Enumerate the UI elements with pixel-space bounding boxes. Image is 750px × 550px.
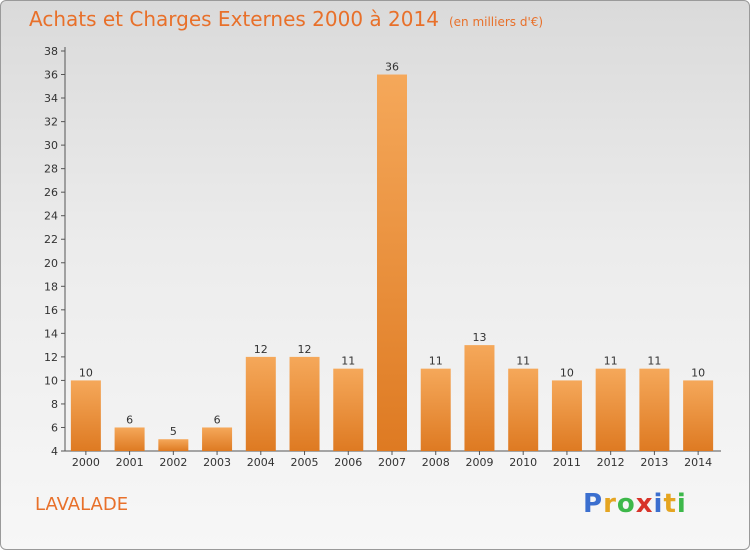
y-tick-label: 12 [44, 351, 58, 364]
y-tick-label: 8 [51, 398, 58, 411]
y-tick-label: 4 [51, 445, 58, 458]
x-tick-label: 2010 [509, 456, 537, 469]
x-tick-label: 2005 [291, 456, 319, 469]
y-tick-label: 38 [44, 45, 58, 58]
bar [464, 345, 495, 451]
data-label: 36 [385, 61, 399, 74]
y-tick-label: 36 [44, 69, 58, 82]
x-tick-label: 2008 [422, 456, 450, 469]
y-tick-label: 14 [44, 327, 58, 340]
commune-name: LAVALADE [35, 494, 129, 515]
data-label: 11 [647, 355, 661, 368]
x-tick-label: 2009 [465, 456, 493, 469]
y-tick-label: 18 [44, 280, 58, 293]
data-label: 12 [254, 343, 268, 356]
bar [595, 368, 626, 451]
bar [420, 368, 451, 451]
data-label: 6 [126, 413, 133, 426]
title-text: Achats et Charges Externes 2000 à 2014 [29, 7, 439, 31]
data-label: 11 [341, 355, 355, 368]
x-tick-label: 2013 [640, 456, 668, 469]
bar [508, 368, 539, 451]
bar [70, 380, 101, 451]
bar [377, 74, 407, 451]
data-label: 10 [560, 366, 574, 379]
y-tick-label: 24 [44, 210, 58, 223]
logo-letter: o [616, 489, 636, 519]
logo-letter: r [603, 489, 617, 519]
logo-letter: i [653, 489, 664, 519]
y-tick-label: 32 [44, 116, 58, 129]
logo-letter: t [663, 489, 677, 519]
data-label: 12 [298, 343, 312, 356]
bar [683, 380, 714, 451]
y-tick-label: 6 [51, 421, 58, 434]
x-tick-label: 2011 [553, 456, 581, 469]
x-tick-label: 2014 [684, 456, 712, 469]
data-label: 11 [429, 355, 443, 368]
proxiti-logo: Proxiti [583, 489, 687, 519]
y-tick-label: 30 [44, 139, 58, 152]
x-tick-label: 2003 [203, 456, 231, 469]
y-tick-label: 34 [44, 92, 58, 105]
x-tick-label: 2000 [72, 456, 100, 469]
bar [289, 356, 320, 451]
x-tick-label: 2006 [334, 456, 362, 469]
x-tick-label: 2007 [378, 456, 406, 469]
data-label: 10 [79, 366, 93, 379]
logo-letter: P [583, 489, 604, 519]
data-label: 10 [691, 366, 705, 379]
logo-letter: i [676, 489, 687, 519]
data-label: 5 [170, 425, 177, 438]
bar [639, 368, 670, 451]
x-tick-label: 2004 [247, 456, 275, 469]
data-label: 13 [472, 331, 486, 344]
x-tick-label: 2001 [116, 456, 144, 469]
logo-letter: x [635, 489, 654, 519]
data-label: 11 [604, 355, 618, 368]
bar [114, 427, 145, 451]
bar [158, 439, 189, 451]
x-tick-label: 2002 [159, 456, 187, 469]
data-label: 6 [214, 413, 221, 426]
chart-subtitle: (en milliers d'€) [448, 15, 544, 29]
x-tick-label: 2012 [597, 456, 625, 469]
y-tick-label: 10 [44, 374, 58, 387]
bar [245, 356, 276, 451]
chart-title: Achats et Charges Externes 2000 à 2014 (e… [29, 7, 543, 31]
bar [551, 380, 582, 451]
data-label: 11 [516, 355, 530, 368]
y-tick-label: 28 [44, 163, 58, 176]
y-tick-label: 26 [44, 186, 58, 199]
y-tick-label: 22 [44, 233, 58, 246]
y-tick-label: 20 [44, 257, 58, 270]
y-tick-label: 16 [44, 304, 58, 317]
bar [202, 427, 233, 451]
bar [333, 368, 364, 451]
